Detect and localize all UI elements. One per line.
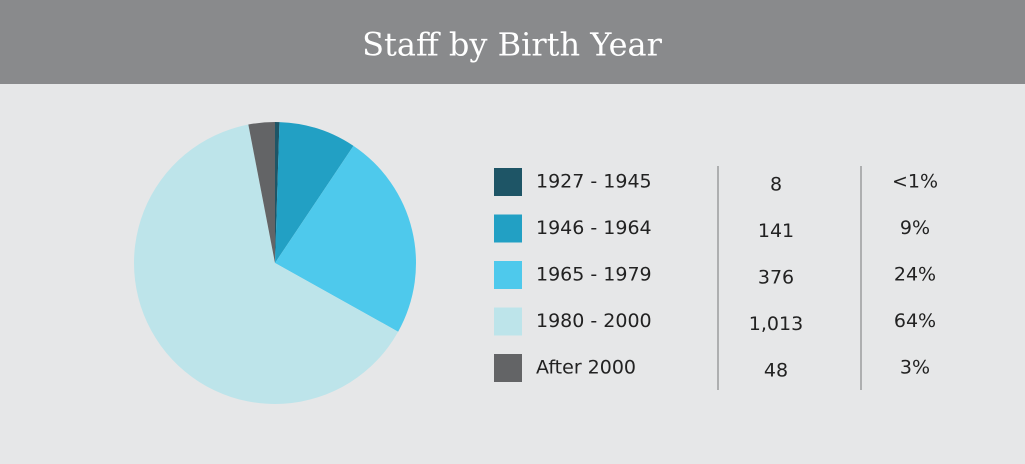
legend-swatch <box>494 307 522 336</box>
percent-label: <1% <box>892 171 938 193</box>
chart-title: Staff by Birth Year <box>362 26 663 64</box>
pie-slice <box>275 122 354 264</box>
title-bar <box>0 0 1025 84</box>
count-label: 376 <box>758 267 794 289</box>
legend-label: 1946 - 1964 <box>536 217 652 239</box>
percent-label: 64% <box>894 310 936 332</box>
pie-slice <box>275 122 280 263</box>
pie-slice <box>133 124 399 405</box>
legend-label: 1980 - 2000 <box>536 310 652 332</box>
legend-swatch <box>494 168 522 196</box>
count-label: 48 <box>764 360 788 382</box>
percent-label: 24% <box>894 264 936 286</box>
legend-label: 1927 - 1945 <box>536 171 652 193</box>
count-label: 8 <box>770 174 782 196</box>
pie-slice <box>275 145 416 332</box>
count-label: 141 <box>758 220 794 242</box>
count-label: 1,013 <box>749 313 803 335</box>
pie-slice <box>248 122 275 263</box>
legend-swatch <box>494 261 522 289</box>
legend-label: 1965 - 1979 <box>536 264 652 286</box>
legend-swatch <box>494 214 522 243</box>
legend-swatch <box>494 354 522 382</box>
percent-label: 3% <box>900 357 930 379</box>
legend-label: After 2000 <box>536 357 636 379</box>
percent-label: 9% <box>900 217 930 239</box>
